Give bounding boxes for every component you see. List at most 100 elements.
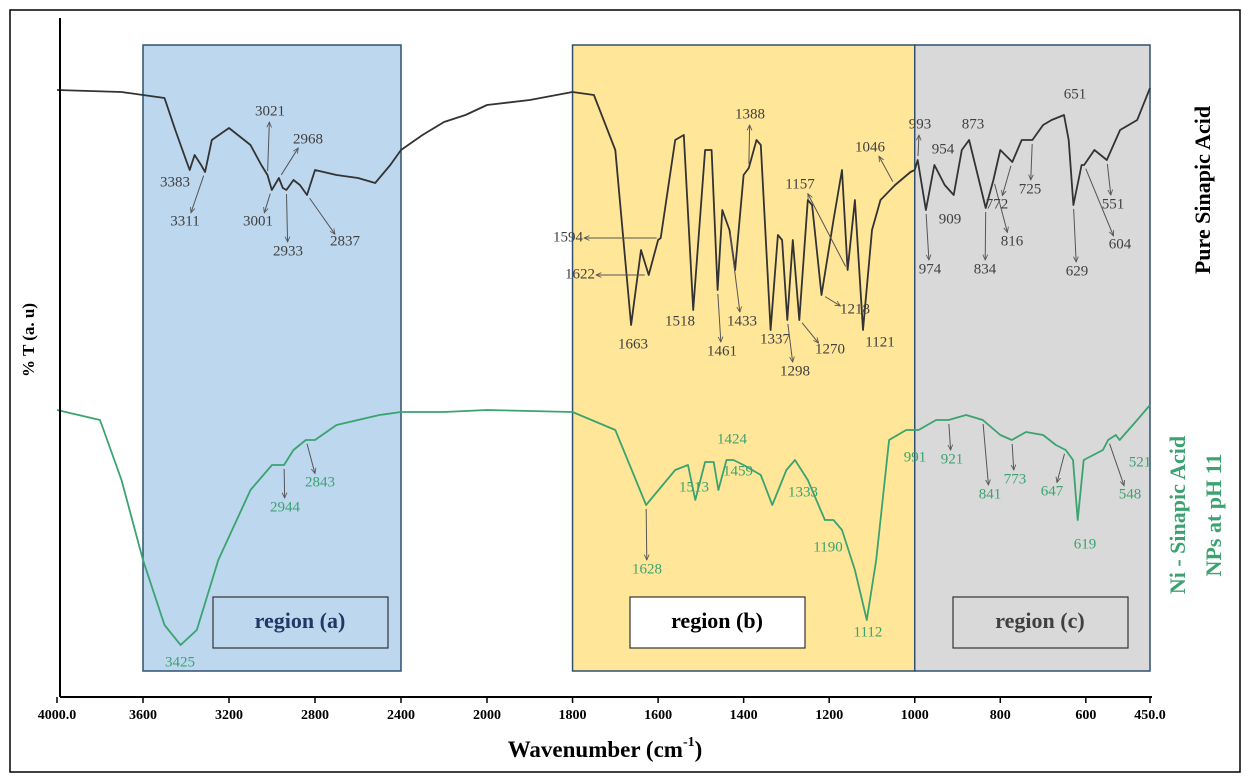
x-axis-title-sup: -1	[683, 735, 695, 750]
peak-arrow	[918, 135, 919, 157]
peak-arrow	[1057, 453, 1065, 483]
peak-label: 2933	[273, 243, 303, 259]
peak-label: 1518	[665, 313, 695, 329]
x-tick-label: 1400	[730, 708, 758, 723]
peak-label: 1513	[679, 479, 709, 495]
spectrum-line	[56, 404, 1151, 646]
peak-label: 841	[979, 486, 1002, 502]
peak-label: 773	[1004, 471, 1027, 487]
region-label: region (c)	[995, 608, 1084, 633]
x-tick-label: 1800	[559, 708, 587, 723]
x-tick-label: 2000	[473, 708, 501, 723]
x-tick-label: 3200	[215, 708, 243, 723]
peak-label: 3383	[160, 174, 190, 190]
peak-label: 2968	[293, 131, 323, 147]
peak-arrow	[284, 468, 285, 498]
peak-label: 2837	[330, 233, 361, 249]
x-tick-label: 2400	[387, 708, 415, 723]
peak-arrow	[925, 213, 929, 260]
peak-arrow	[949, 423, 951, 450]
peak-label: 3311	[170, 213, 199, 229]
peak-label: 1663	[618, 336, 648, 352]
peak-arrow	[749, 125, 750, 165]
peak-label: 1628	[632, 561, 662, 577]
x-tick-label: 1200	[815, 708, 843, 723]
x-tick-label: 600	[1075, 708, 1096, 723]
peak-label: 1190	[813, 539, 842, 555]
peak-label: 1461	[707, 343, 737, 359]
peak-label: 3021	[255, 103, 285, 119]
peak-label: 1112	[854, 624, 883, 640]
peak-arrow	[1031, 143, 1032, 180]
peak-arrow	[801, 322, 818, 343]
peak-arrow	[264, 193, 271, 213]
peak-arrow	[268, 122, 270, 172]
x-axis-title-main: Wavenumber (cm	[508, 737, 683, 762]
peak-arrow	[1109, 443, 1125, 486]
x-axis-title-end: )	[695, 737, 703, 762]
x-tick-label: 3600	[129, 708, 157, 723]
peak-label: 651	[1064, 86, 1087, 102]
peak-label: 834	[974, 261, 997, 277]
peak-label: 873	[962, 116, 985, 132]
region-label: region (b)	[671, 608, 763, 633]
peak-arrow	[287, 193, 288, 242]
peak-label: 1388	[735, 106, 765, 122]
series-label: Pure Sinapic Acid	[1190, 106, 1215, 274]
x-tick-label: 450.0	[1134, 708, 1166, 723]
peak-arrow	[1002, 165, 1012, 196]
x-tick-label: 800	[990, 708, 1011, 723]
peak-label: 521	[1129, 454, 1152, 470]
peak-label: 3425	[165, 654, 195, 670]
peak-label: 1424	[717, 431, 748, 447]
peak-arrow	[879, 156, 894, 182]
peak-label: 1270	[815, 341, 845, 357]
peak-label: 816	[1001, 233, 1024, 249]
peak-arrow	[646, 508, 647, 560]
peak-label: 619	[1074, 536, 1097, 552]
peak-label: 1594	[553, 229, 584, 245]
peak-label: 772	[986, 196, 1009, 212]
peak-label: 2944	[270, 499, 301, 515]
peak-label: 1121	[865, 334, 894, 350]
x-tick-label: 2800	[301, 708, 329, 723]
peak-arrow	[824, 296, 840, 306]
peak-label: 991	[904, 449, 927, 465]
peak-label: 1622	[565, 266, 595, 282]
peak-arrow	[306, 443, 315, 474]
peak-label: 725	[1019, 181, 1042, 197]
region-label-box	[629, 596, 806, 649]
region	[571, 44, 916, 672]
x-axis-title: Wavenumber (cm-1)	[508, 735, 703, 762]
peak-arrow	[985, 211, 986, 260]
peak-label: 921	[941, 451, 964, 467]
peak-label: 1337	[760, 331, 791, 347]
peak-arrow	[309, 197, 335, 234]
peak-label: 1298	[780, 363, 810, 379]
peak-label: 974	[919, 261, 942, 277]
spectrum-line	[56, 87, 1151, 331]
x-tick-label: 1600	[644, 708, 672, 723]
series-label: Ni - Sinapic Acid	[1165, 436, 1190, 594]
y-axis-title: % T (a. u)	[19, 303, 38, 377]
peak-label: 1046	[855, 139, 886, 155]
peak-arrow	[1012, 443, 1014, 470]
peak-arrow	[717, 293, 721, 342]
peak-arrow	[994, 183, 1008, 233]
peak-arrow	[787, 323, 793, 362]
peak-arrow	[280, 148, 298, 176]
peak-arrow	[1074, 208, 1077, 262]
x-tick-label: 1000	[901, 708, 929, 723]
peak-label: 1433	[727, 313, 757, 329]
peak-arrow	[1106, 163, 1110, 195]
peak-label: 909	[939, 211, 962, 227]
peak-label: 1333	[788, 484, 818, 500]
peak-arrow	[1085, 168, 1114, 236]
peak-label: 629	[1066, 263, 1089, 279]
x-tick-label: 4000.0	[38, 708, 77, 723]
peak-arrow	[729, 233, 740, 312]
peak-label: 1157	[785, 176, 815, 192]
